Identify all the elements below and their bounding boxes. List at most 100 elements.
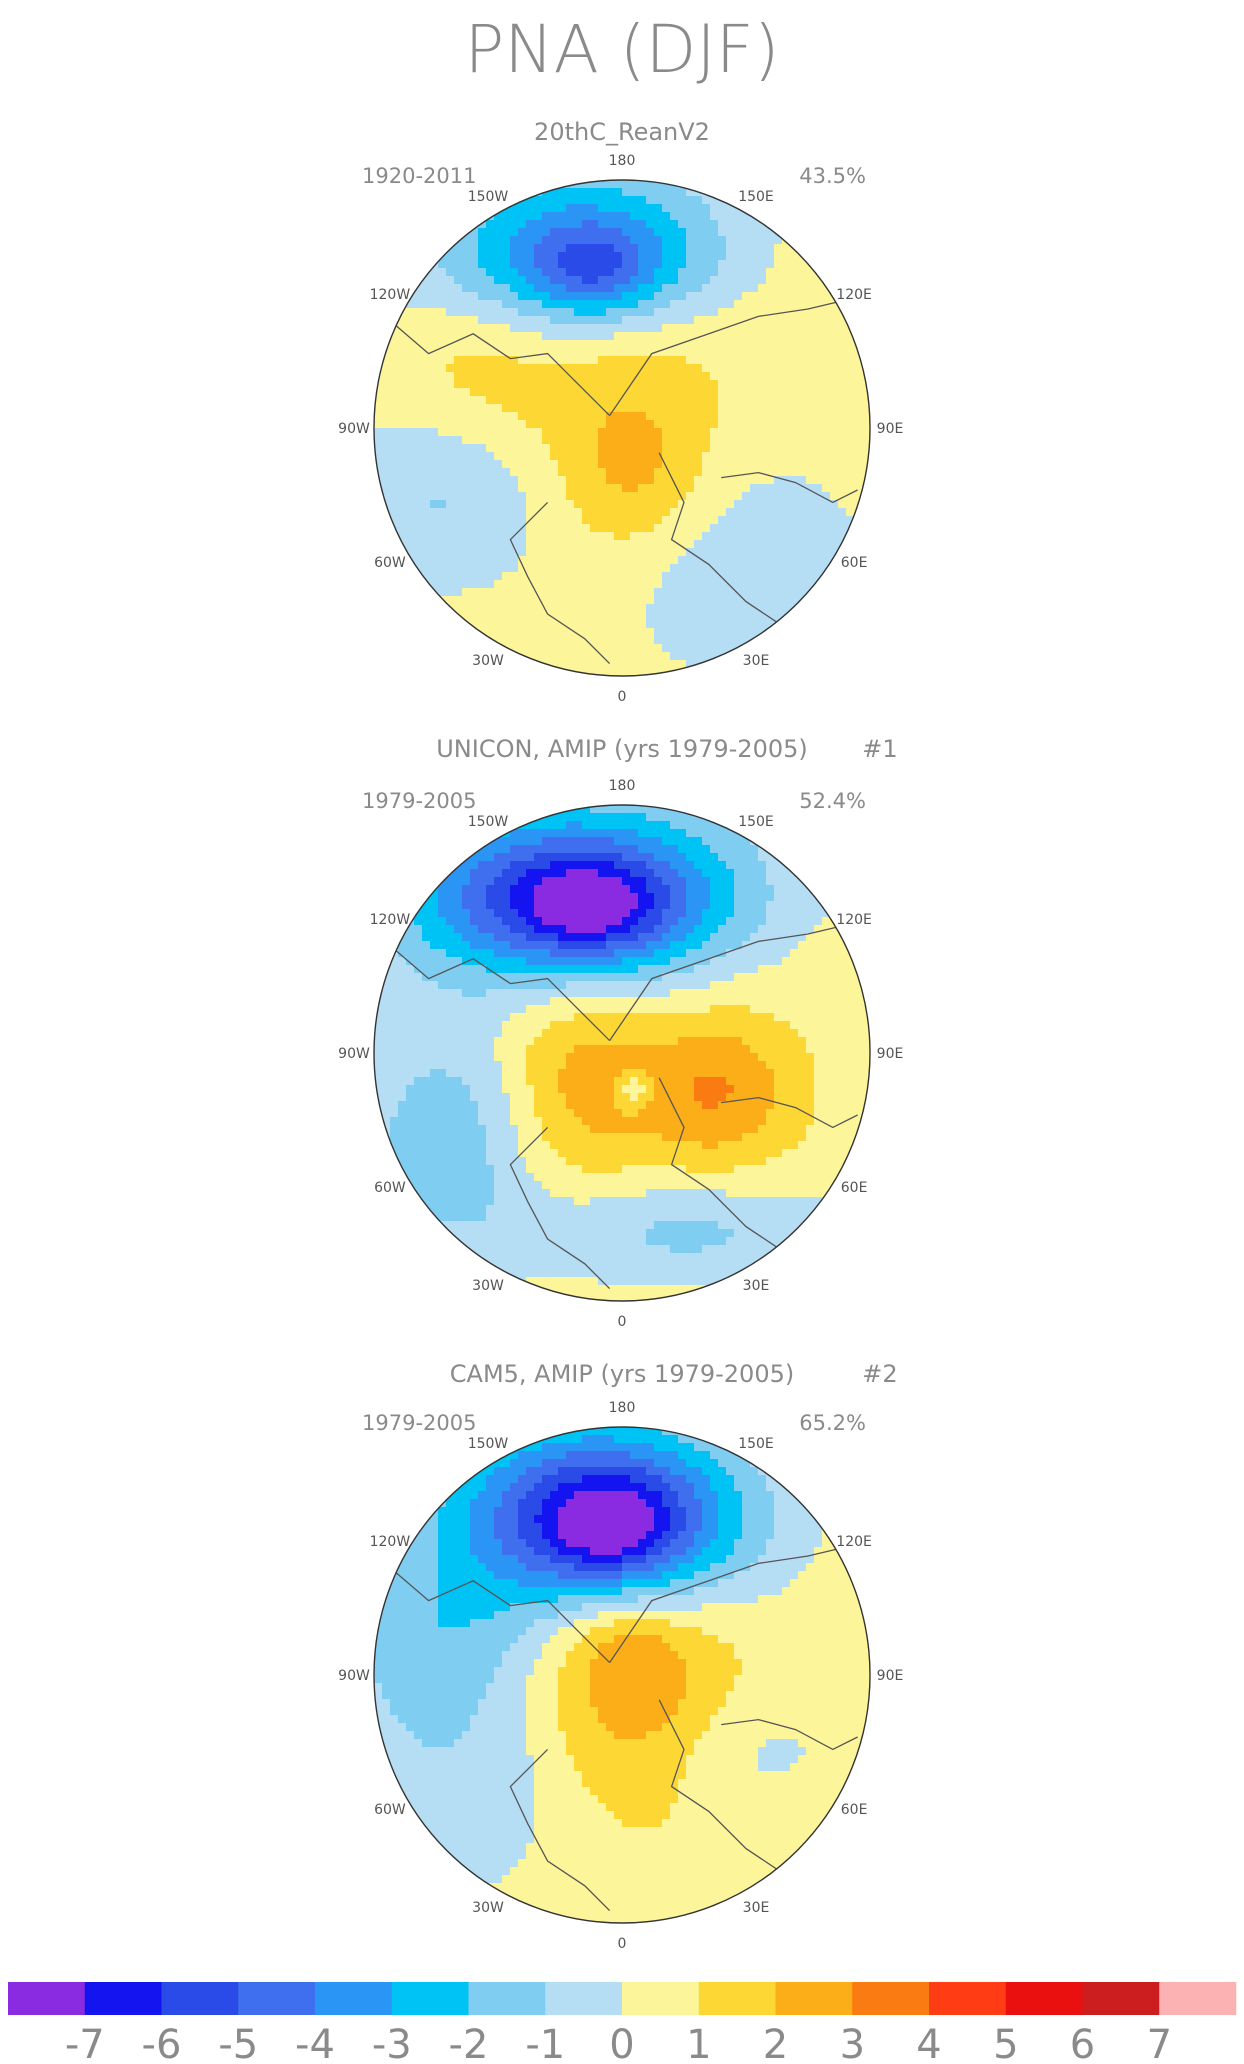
field-cell [710,652,719,661]
field-cell [670,861,679,870]
field-cell [654,516,663,525]
field-cell [822,380,831,389]
field-cell [678,396,687,405]
field-cell [534,196,543,205]
field-cell [630,981,639,990]
field-cell [614,252,623,261]
field-cell [462,556,471,565]
field-cell [494,412,503,421]
field-cell [422,933,431,942]
field-cell [462,1037,471,1046]
longitude-label: 30W [472,653,504,669]
field-cell [798,260,807,269]
field-cell [790,548,799,557]
field-cell [414,941,423,950]
field-cell [494,420,503,429]
field-cell [822,997,831,1006]
field-cell [750,989,759,998]
field-cell [558,380,567,389]
field-cell [654,973,663,982]
field-cell [486,973,495,982]
field-cell [430,412,439,421]
field-cell [582,220,591,229]
field-cell [574,893,583,902]
field-cell [598,340,607,349]
field-cell [438,949,447,958]
field-cell [390,476,399,485]
contour-field [374,805,870,1301]
field-cell [814,516,823,525]
field-cell [510,396,519,405]
field-cell [614,292,623,301]
field-cell [638,941,647,950]
field-cell [566,572,575,581]
field-cell [686,620,695,629]
field-cell [502,548,511,557]
field-cell [646,204,655,213]
field-cell [470,1053,479,1062]
field-cell [694,228,703,237]
field-cell [686,652,695,661]
field-cell [662,893,671,902]
field-cell [726,941,735,950]
field-cell [454,308,463,317]
field-cell [438,869,447,878]
field-cell [678,196,687,205]
panel-number: #1 [862,735,897,763]
field-cell [670,564,679,573]
field-cell [622,644,631,653]
field-cell [630,204,639,213]
field-cell [606,268,615,277]
field-cell [742,981,751,990]
field-cell [654,332,663,341]
field-cell [406,1029,415,1038]
field-cell [550,989,559,998]
field-cell [630,877,639,886]
field-cell [782,997,791,1006]
field-cell [694,805,703,814]
field-cell [510,1005,519,1014]
field-cell [590,508,599,517]
field-cell [518,813,527,822]
field-cell [534,941,543,950]
field-cell [422,1053,431,1062]
field-cell [526,660,535,669]
field-cell [782,508,791,517]
field-cell [710,973,719,982]
field-cell [550,1029,559,1038]
field-cell [542,1053,551,1062]
field-cell [758,636,767,645]
field-cell [670,965,679,974]
field-cell [550,316,559,325]
field-cell [470,885,479,894]
field-cell [510,909,519,918]
field-cell [526,284,535,293]
field-cell [526,492,535,501]
field-cell [574,813,583,822]
field-cell [486,452,495,461]
field-cell [622,236,631,245]
field-cell [606,316,615,325]
field-cell [678,620,687,629]
field-cell [598,356,607,365]
field-cell [654,829,663,838]
field-cell [654,813,663,822]
field-cell [710,364,719,373]
field-cell [438,476,447,485]
coastline [721,471,858,504]
field-cell [494,1069,503,1078]
field-cell [582,268,591,277]
field-cell [742,252,751,261]
field-cell [862,1037,870,1046]
field-cell [606,524,615,533]
field-cell [550,420,559,429]
field-cell [382,468,391,477]
field-cell [558,821,567,830]
field-cell [782,396,791,405]
field-cell [526,1005,535,1014]
field-cell [606,332,615,341]
field-cell [486,604,495,613]
field-cell [646,965,655,974]
field-cell [790,933,799,942]
field-cell [606,196,615,205]
